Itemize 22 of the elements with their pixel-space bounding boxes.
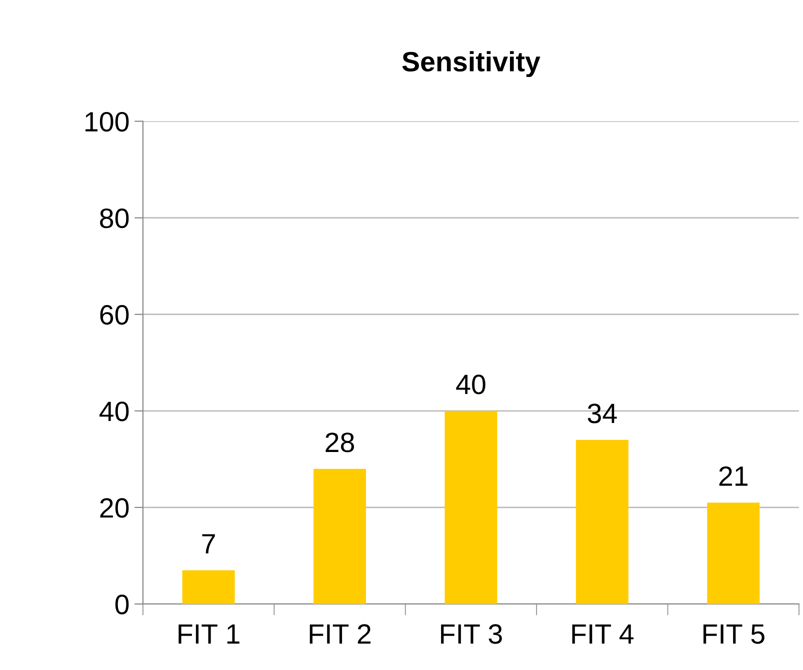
y-tick-label: 80 — [100, 208, 129, 228]
x-tick-label: FIT 1 — [178, 624, 240, 644]
data-label: 28 — [326, 432, 354, 452]
data-label: 40 — [456, 374, 486, 394]
data-label: 21 — [719, 466, 748, 486]
x-tick-label: FIT 5 — [703, 624, 764, 644]
bar — [576, 440, 628, 604]
y-tick-label: 60 — [100, 305, 129, 325]
y-tick-label: 0 — [115, 594, 129, 614]
bar — [182, 570, 235, 604]
bar — [314, 468, 366, 604]
x-tick-label: FIT 2 — [310, 624, 371, 644]
x-tick-label: FIT 4 — [572, 624, 634, 644]
data-label: 34 — [588, 404, 617, 424]
y-tick-label: 20 — [100, 498, 129, 518]
bar — [444, 410, 498, 604]
x-tick-label: FIT 3 — [441, 624, 502, 644]
chart-title: Sensitivity — [402, 51, 540, 78]
y-tick-label: 40 — [99, 402, 129, 422]
bar — [707, 502, 760, 604]
data-label: 7 — [202, 534, 215, 554]
y-tick-label: 100 — [86, 112, 129, 132]
